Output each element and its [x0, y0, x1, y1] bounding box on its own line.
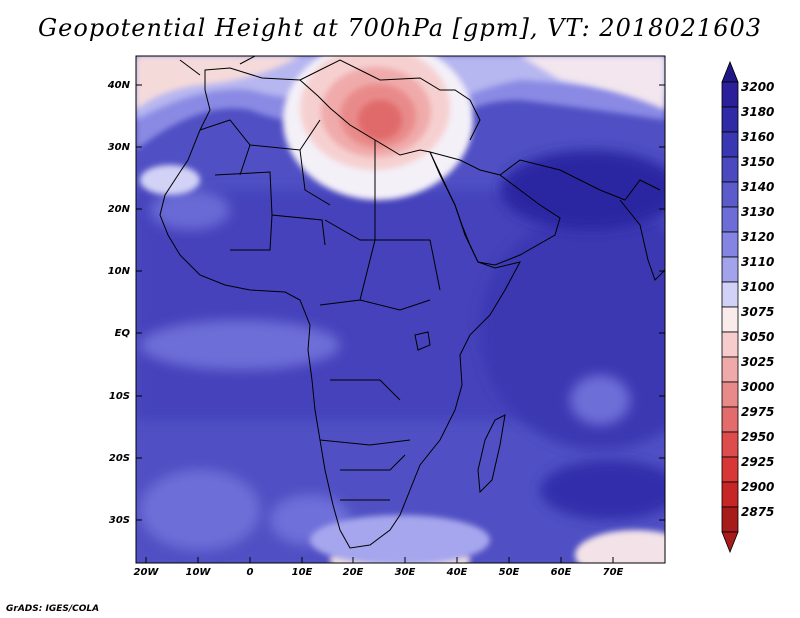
lon-label: 10E [291, 567, 313, 578]
colorbar-swatch [721, 456, 739, 483]
colorbar-swatch [721, 281, 739, 308]
colorbar-swatch [721, 181, 739, 208]
colorbar-swatch [721, 481, 739, 508]
lat-label: 20N [107, 204, 130, 215]
colorbar-swatch [721, 506, 739, 533]
lat-label: 40N [107, 80, 130, 91]
colorbar [721, 60, 739, 554]
colorbar-label: 3180 [741, 105, 775, 119]
lon-label: 60E [550, 567, 572, 578]
lat-label: 10S [108, 391, 130, 402]
lon-label: 50E [498, 567, 520, 578]
colorbar-label: 3140 [741, 180, 775, 194]
lon-label: 40E [446, 567, 468, 578]
colorbar-swatch [721, 331, 739, 358]
height-field [136, 56, 665, 563]
lon-label: 30E [394, 567, 416, 578]
colorbar-label: 2875 [741, 505, 775, 519]
colorbar-arrow-top [721, 60, 739, 83]
colorbar-label: 3160 [741, 130, 775, 144]
colorbar-swatch [721, 256, 739, 283]
lat-label: EQ [114, 328, 130, 339]
lon-label: 20W [133, 567, 159, 578]
colorbar-label: 2900 [741, 480, 775, 494]
colorbar-label: 3050 [741, 330, 775, 344]
colorbar-swatch [721, 106, 739, 133]
colorbar-label: 2975 [741, 405, 775, 419]
coastlines [159, 56, 665, 549]
colorbar-label: 2950 [741, 430, 775, 444]
lat-label: 30S [108, 515, 130, 526]
lat-label: 30N [107, 142, 130, 153]
colorbar-swatch [721, 431, 739, 458]
colorbar-swatch [721, 206, 739, 233]
colorbar-swatch [721, 406, 739, 433]
colorbar-label: 3000 [741, 380, 775, 394]
colorbar-label: 3120 [741, 230, 775, 244]
colorbar-label: 3100 [741, 280, 775, 294]
colorbar-swatch [721, 231, 739, 258]
colorbar-arrow-bottom [721, 531, 739, 554]
colorbar-label: 3150 [741, 155, 775, 169]
colorbar-swatch [721, 356, 739, 383]
colorbar-label: 3110 [741, 255, 775, 269]
lon-label: 70E [602, 567, 624, 578]
lon-label: 0 [246, 567, 254, 578]
credit-text: GrADS: IGES/COLA [6, 604, 100, 614]
colorbar-swatch [721, 381, 739, 408]
colorbar-swatch [721, 131, 739, 158]
lat-label: 10N [107, 266, 130, 277]
map-frame [135, 55, 666, 564]
colorbar-swatch [721, 81, 739, 108]
colorbar-label: 3075 [741, 305, 775, 319]
lon-label: 10W [185, 567, 211, 578]
lon-label: 20E [342, 567, 364, 578]
colorbar-label: 3200 [741, 80, 775, 94]
colorbar-label: 3025 [741, 355, 775, 369]
colorbar-swatch [721, 156, 739, 183]
chart-title: Geopotential Height at 700hPa [gpm], VT:… [38, 14, 762, 42]
colorbar-label: 2925 [741, 455, 775, 469]
axis-ticks [136, 84, 665, 563]
colorbar-swatch [721, 306, 739, 333]
colorbar-label: 3130 [741, 205, 775, 219]
lat-label: 20S [108, 453, 130, 464]
